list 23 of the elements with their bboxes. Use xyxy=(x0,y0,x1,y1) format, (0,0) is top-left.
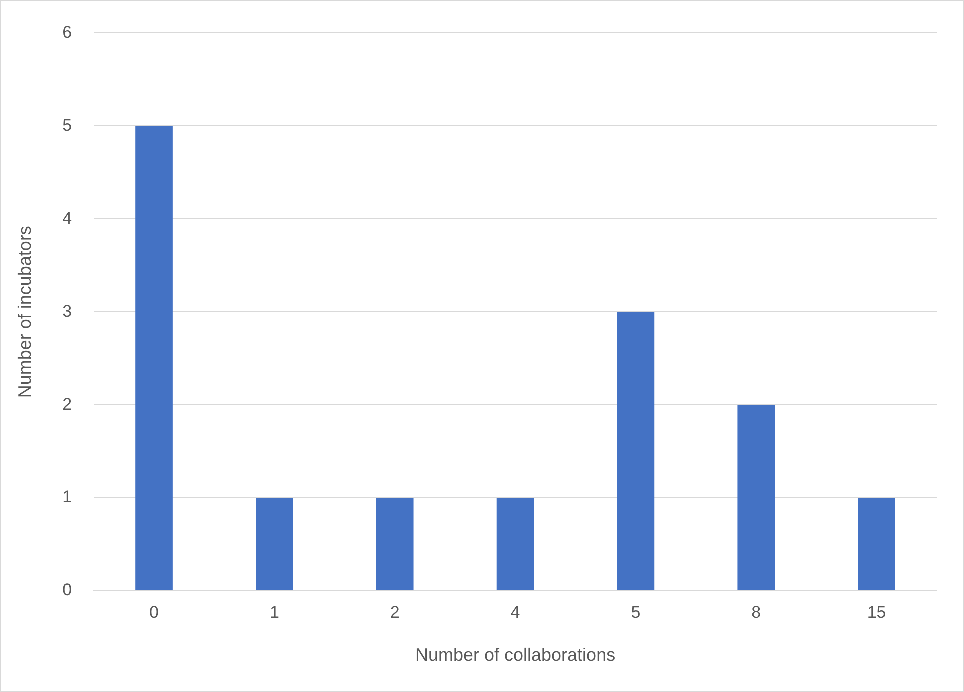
y-tick-label: 2 xyxy=(62,394,72,414)
x-tick-label: 15 xyxy=(867,602,886,622)
bar xyxy=(256,498,294,590)
y-tick-label: 0 xyxy=(62,580,72,600)
y-tick-label: 4 xyxy=(62,208,72,228)
bar xyxy=(617,312,655,590)
x-tick-label: 0 xyxy=(150,602,159,622)
x-axis-title: Number of collaborations xyxy=(415,645,616,666)
x-tick-label: 8 xyxy=(752,602,762,622)
x-tick-label: 1 xyxy=(270,602,280,622)
y-tick-label: 6 xyxy=(62,22,72,42)
y-axis-title: Number of incubators xyxy=(14,226,35,398)
bar xyxy=(496,498,534,590)
y-tick-label: 3 xyxy=(62,302,72,321)
x-tick-label: 4 xyxy=(510,602,520,622)
y-tick-label: 5 xyxy=(62,116,72,135)
x-tick-label: 5 xyxy=(631,602,641,622)
bar xyxy=(858,498,896,590)
y-tick-label: 1 xyxy=(62,488,72,507)
bar xyxy=(136,126,173,590)
bar xyxy=(376,498,414,590)
x-tick-label: 2 xyxy=(390,602,400,622)
bar xyxy=(738,405,776,590)
